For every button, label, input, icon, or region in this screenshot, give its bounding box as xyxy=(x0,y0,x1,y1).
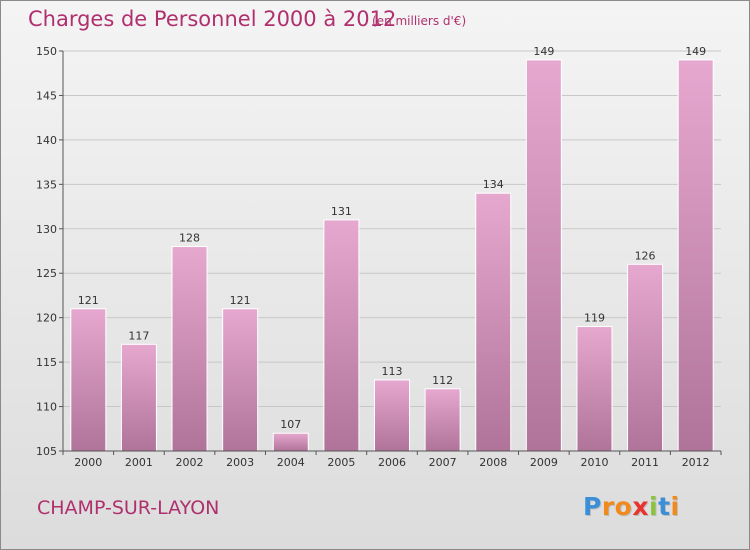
x-tick-label: 2006 xyxy=(378,456,406,469)
x-tick-label: 2008 xyxy=(479,456,507,469)
value-label: 134 xyxy=(483,178,504,191)
y-tick-label: 125 xyxy=(36,267,57,280)
bar-2007 xyxy=(424,388,461,452)
y-tick-label: 130 xyxy=(36,223,57,236)
value-label: 149 xyxy=(533,45,554,58)
x-tick-label: 2007 xyxy=(429,456,457,469)
y-tick-label: 150 xyxy=(36,45,57,58)
value-label: 131 xyxy=(331,205,352,218)
x-tick-label: 2004 xyxy=(277,456,305,469)
value-label: 107 xyxy=(280,418,301,431)
x-tick-label: 2001 xyxy=(125,456,153,469)
bar-2012 xyxy=(677,59,714,452)
logo-letter: x xyxy=(632,492,649,521)
logo-letter: P xyxy=(583,492,602,521)
proxiti-logo: Proxiti xyxy=(583,492,680,521)
logo-letter: i xyxy=(649,492,659,521)
y-tick-label: 140 xyxy=(36,134,57,147)
y-tick-label: 105 xyxy=(36,445,57,458)
y-tick-label: 120 xyxy=(36,312,57,325)
x-tick-label: 2009 xyxy=(530,456,558,469)
y-tick-label: 135 xyxy=(36,178,57,191)
x-tick-label: 2010 xyxy=(580,456,608,469)
bar-2000 xyxy=(70,308,107,452)
y-tick-label: 115 xyxy=(36,356,57,369)
commune-name: CHAMP-SUR-LAYON xyxy=(37,497,220,519)
bar-2001 xyxy=(120,343,157,452)
chart-title: Charges de Personnel 2000 à 2012 xyxy=(28,7,397,31)
bar-2010 xyxy=(576,326,613,452)
value-label: 121 xyxy=(230,294,251,307)
logo-letter: i xyxy=(670,492,680,521)
x-tick-label: 2012 xyxy=(682,456,710,469)
bar-2011 xyxy=(627,263,664,452)
x-tick-label: 2005 xyxy=(327,456,355,469)
value-label: 112 xyxy=(432,374,453,387)
unit-note: (en milliers d'€) xyxy=(372,14,467,28)
bar-2009 xyxy=(525,59,562,452)
x-tick-label: 2003 xyxy=(226,456,254,469)
value-label: 149 xyxy=(685,45,706,58)
y-tick-label: 145 xyxy=(36,89,57,102)
logo-letter: t xyxy=(658,492,671,521)
x-tick-label: 2002 xyxy=(176,456,204,469)
y-tick-label: 110 xyxy=(36,401,57,414)
value-label: 128 xyxy=(179,232,200,245)
bar-2003 xyxy=(222,308,259,452)
labels: 105 110 115 120 125 130 135 140 145 150 121 2000 117… xyxy=(36,45,710,469)
value-label: 126 xyxy=(635,249,656,262)
logo-letter: o xyxy=(614,492,633,521)
bar-2006 xyxy=(374,379,410,452)
value-label: 113 xyxy=(382,365,403,378)
gridlines xyxy=(63,50,721,408)
value-label: 121 xyxy=(78,294,99,307)
value-label: 117 xyxy=(128,329,149,342)
logo-letter: r xyxy=(601,492,615,521)
bar-2004 xyxy=(272,432,309,452)
x-tick-label: 2011 xyxy=(631,456,659,469)
axes xyxy=(59,50,722,455)
bars xyxy=(70,59,714,452)
bar-2008 xyxy=(475,192,512,452)
value-label: 119 xyxy=(584,312,605,325)
x-tick-label: 2000 xyxy=(74,456,102,469)
bar-2002 xyxy=(171,246,208,452)
bar-2005 xyxy=(323,219,360,452)
